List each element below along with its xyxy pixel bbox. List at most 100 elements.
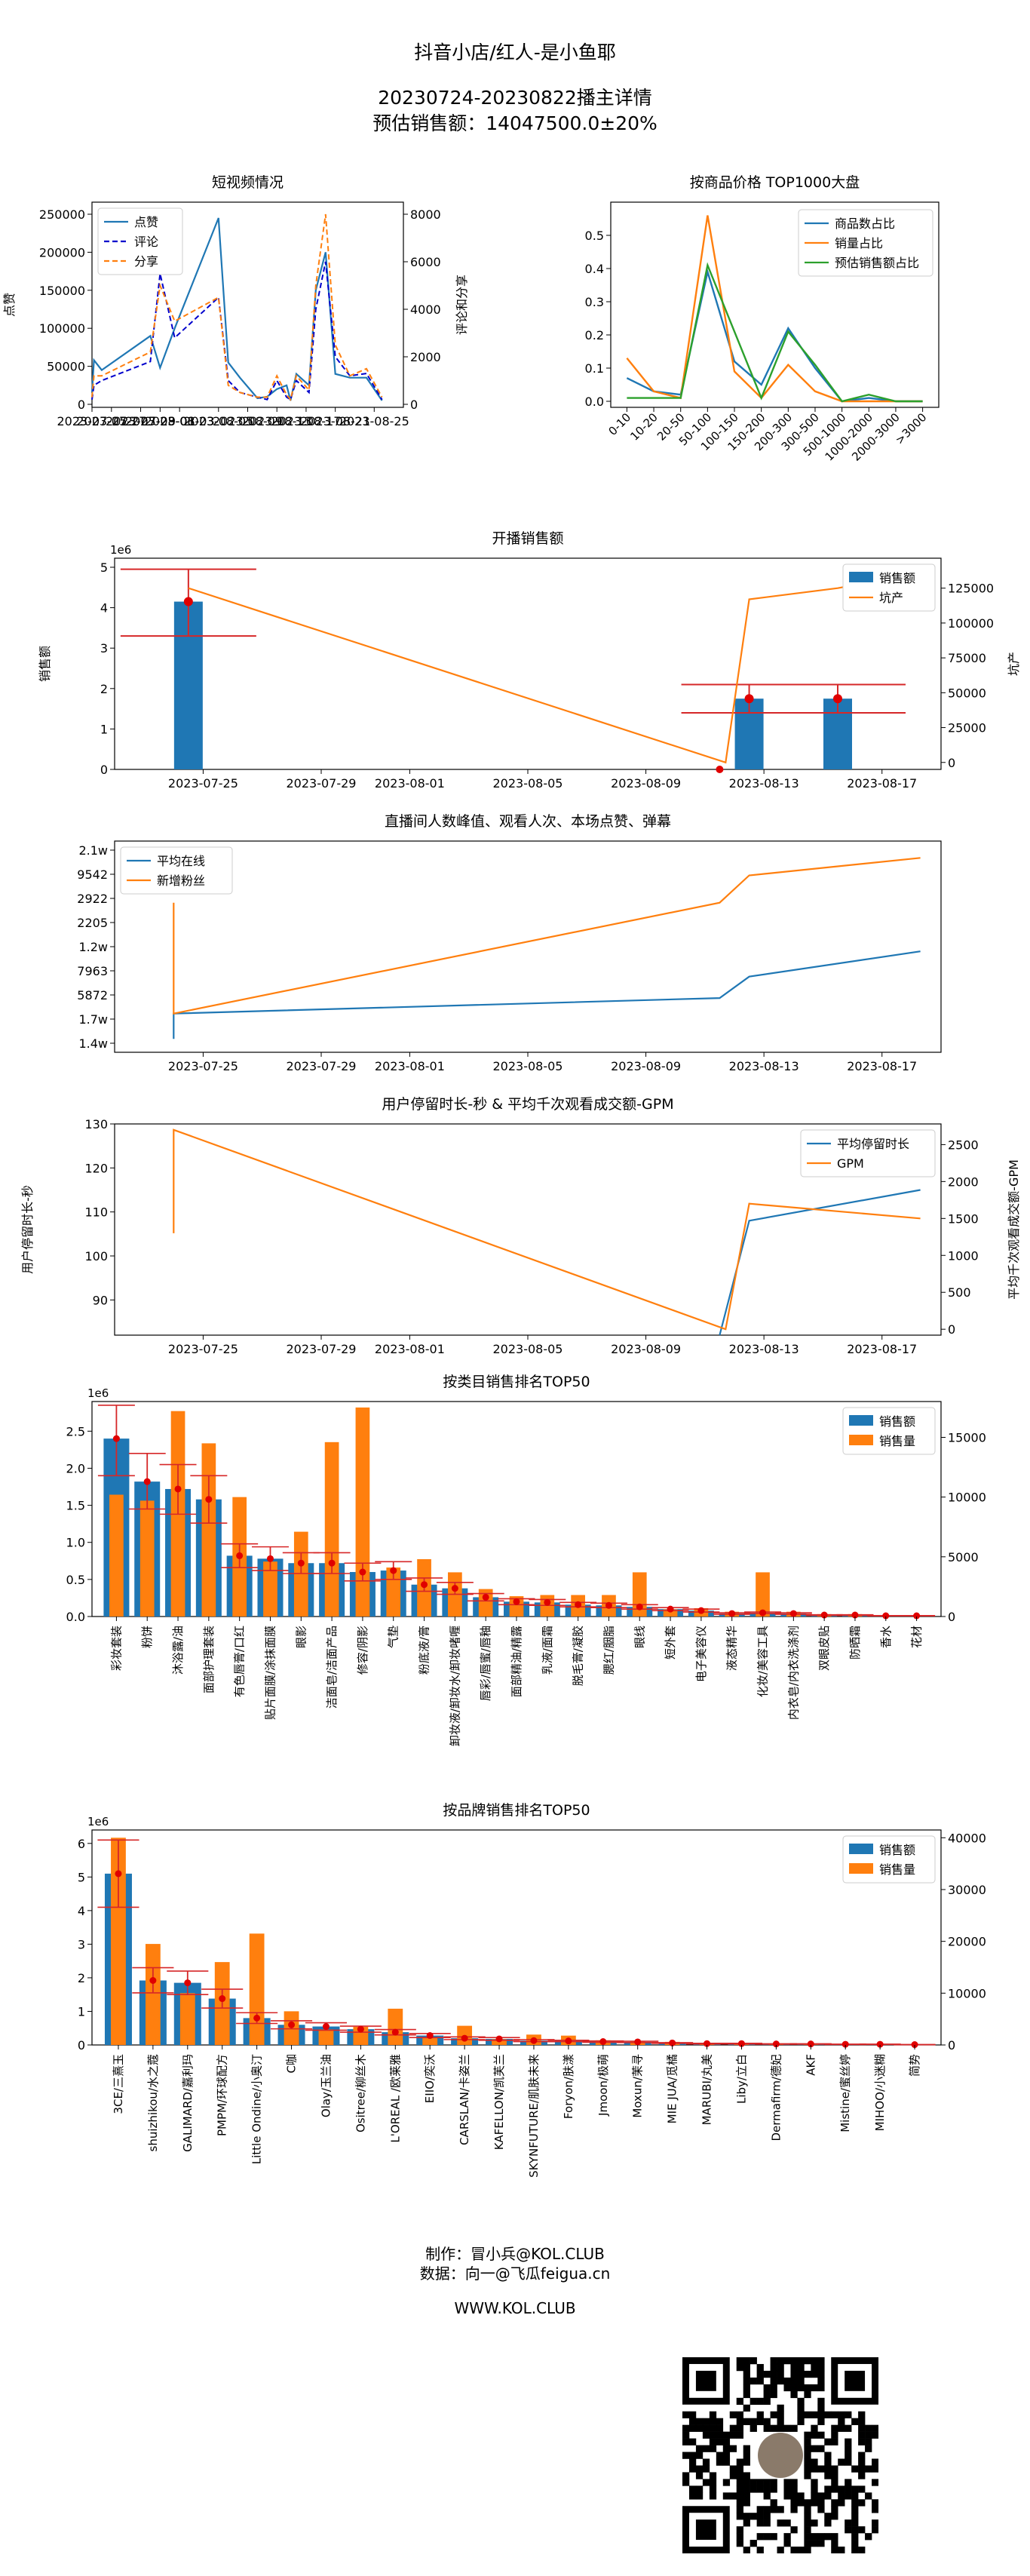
qr-module xyxy=(797,2377,805,2385)
legend-label: 销售额 xyxy=(879,571,915,585)
qr-module xyxy=(851,2418,859,2425)
qr-module xyxy=(851,2506,859,2513)
x-tick-label: C咖 xyxy=(285,2054,299,2073)
qr-module xyxy=(817,2370,825,2378)
y-tick-label: 7963 xyxy=(77,964,108,978)
legend-label: 销量占比 xyxy=(835,236,883,250)
x-tick-label: 3CE/三熹玉 xyxy=(112,2054,125,2114)
sales-point xyxy=(391,2028,399,2036)
qr-module xyxy=(804,2445,811,2452)
x-tick-label: Mistine/蜜丝婷 xyxy=(838,2054,852,2132)
x-tick-label: 2023-07-25 xyxy=(57,414,127,428)
chart-brand-top50: 按品牌销售排名TOP50 0 1 2 3 4 5 6 0 10000 20000 30000 40000… xyxy=(78,1802,986,2178)
qr-module xyxy=(865,2533,872,2541)
x-tick-label: 眼线 xyxy=(633,1626,646,1648)
qr-module xyxy=(702,2445,710,2452)
axis-multiplier: 1e6 xyxy=(87,1386,109,1400)
y-tick-label: 2 xyxy=(78,1971,85,1985)
chart-live-viewers: 直播间人数峰值、观看人次、本场点赞、弹幕 2023-07-25 2023-07-29… xyxy=(77,813,942,1073)
y2-tick-label: 4000 xyxy=(410,302,441,317)
x-tick-label: Jmoon/极萌 xyxy=(596,2054,610,2117)
qr-module xyxy=(804,2513,811,2520)
qr-module xyxy=(756,2370,764,2378)
qr-module xyxy=(736,2472,743,2479)
qr-module xyxy=(858,2438,866,2446)
qr-module xyxy=(756,2411,764,2418)
qr-module xyxy=(831,2533,838,2541)
x-tick-label: KAFELLON/凯芙兰 xyxy=(492,2054,506,2150)
qr-module xyxy=(804,2526,811,2534)
qr-module xyxy=(756,2547,764,2553)
x-tick-label: 2023-08-05 xyxy=(183,414,253,428)
qr-module xyxy=(790,2492,798,2500)
qr-module xyxy=(824,2438,832,2446)
qr-module xyxy=(804,2506,811,2513)
x-tick-label: 2023-08-01 xyxy=(125,414,195,428)
qr-module xyxy=(682,2438,690,2446)
x-tick-label: Olay/玉兰油 xyxy=(319,2054,333,2117)
volume-bar xyxy=(263,1561,277,1617)
qr-module xyxy=(736,2424,743,2432)
qr-module xyxy=(763,2533,771,2541)
volume-bar xyxy=(109,1494,124,1617)
qr-module xyxy=(716,2438,724,2446)
y-tick-label: 130 xyxy=(84,1117,108,1131)
y-axis-label: 用户停留时长-秒 xyxy=(20,1185,35,1274)
qr-module xyxy=(736,2431,743,2439)
qr-module xyxy=(716,2458,724,2466)
sales-point xyxy=(772,2040,780,2048)
series-line-0 xyxy=(626,268,923,403)
volume-bar xyxy=(355,1407,370,1617)
qr-module xyxy=(783,2492,791,2500)
y-tick-label: 0 xyxy=(78,398,85,412)
qr-module xyxy=(722,2452,731,2459)
qr-module xyxy=(811,2411,818,2418)
series-line-new-fans xyxy=(173,857,921,1015)
qr-module xyxy=(804,2472,811,2479)
qr-module xyxy=(858,2485,866,2493)
y-tick-label: 4 xyxy=(78,1904,85,1918)
qr-module xyxy=(729,2492,737,2500)
qr-module xyxy=(729,2431,737,2439)
qr-module xyxy=(845,2445,852,2452)
qr-module xyxy=(811,2519,818,2527)
qr-module xyxy=(783,2479,791,2486)
x-tick-label: 2023-07-29 xyxy=(106,414,176,428)
qr-module xyxy=(831,2499,838,2507)
x-tick-label: Ositree/柳丝木 xyxy=(354,2054,367,2132)
y-tick-label: 5 xyxy=(78,1870,85,1884)
qr-module xyxy=(763,2418,771,2425)
qr-module xyxy=(688,2452,697,2459)
y-tick-label: 6 xyxy=(78,1837,85,1851)
qr-module xyxy=(709,2492,717,2500)
y-tick-label: 0.5 xyxy=(66,1573,85,1587)
legend-label: 新增粉丝 xyxy=(157,874,205,888)
legend-swatch xyxy=(849,1844,873,1854)
x-tick-label: 化妆/美容工具 xyxy=(756,1626,770,1697)
x-tick-label: 2023-08-09 xyxy=(213,414,283,428)
footer-maker: 制作：冒小兵@KOL.CLUB xyxy=(425,2245,605,2263)
qr-module xyxy=(756,2418,764,2425)
qr-module xyxy=(682,2479,690,2486)
legend-box xyxy=(798,209,933,277)
qr-module xyxy=(763,2424,771,2432)
series-line-avg-online xyxy=(173,950,921,1039)
y-tick-label: 0.3 xyxy=(585,295,604,309)
qr-module xyxy=(817,2411,825,2418)
x-tick-label: 内衣皂/内衣洗涤剂 xyxy=(786,1626,800,1720)
y-tick-label: 0.5 xyxy=(585,229,604,243)
y2-tick-label: 100000 xyxy=(948,616,994,631)
x-tick-label: 2023-07-25 xyxy=(168,1059,238,1073)
qr-module xyxy=(783,2519,791,2527)
chart-short-video: 短视频情况 0 50000 100000 150000 200000 250000 0 2000… xyxy=(2,174,469,428)
y2-tick-label: 1500 xyxy=(948,1211,979,1226)
sales-point xyxy=(575,1601,582,1608)
y2-tick-label: 15000 xyxy=(948,1431,986,1445)
qr-module xyxy=(811,2458,818,2466)
qr-module xyxy=(770,2485,777,2493)
chart-stay-gpm: 用户停留时长-秒 & 平均千次观看成交额-GPM 2023-07-25 2023-0… xyxy=(20,1096,1021,1356)
x-tick-label: 电子美容仪 xyxy=(694,1626,708,1682)
sales-point xyxy=(704,2040,711,2047)
qr-module xyxy=(695,2465,704,2473)
qr-module xyxy=(790,2377,798,2385)
